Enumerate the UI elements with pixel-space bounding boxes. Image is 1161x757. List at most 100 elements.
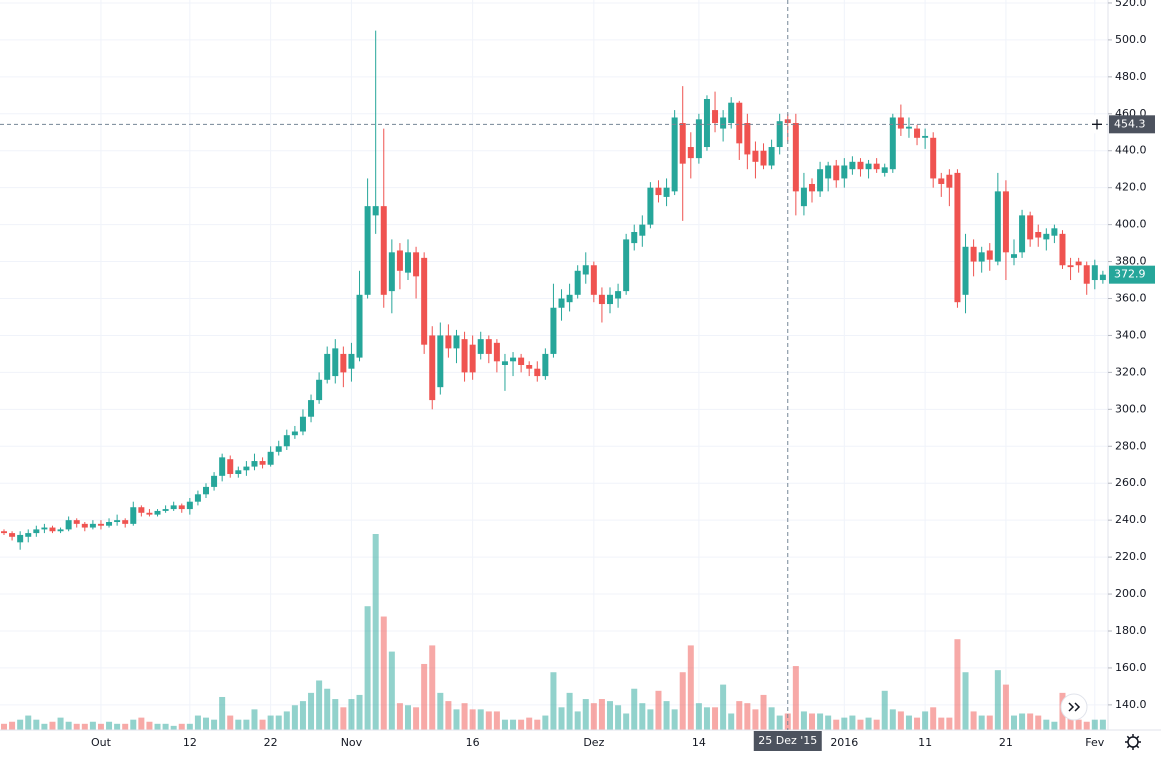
volume-bar [1,723,7,730]
candle-body [970,246,977,262]
candle-body [485,339,492,354]
candle-body [73,520,80,524]
candle-body [695,119,702,159]
candle-body [930,137,937,179]
volume-bar [299,701,306,730]
candle-body [663,187,670,197]
candle-body [954,172,961,303]
volume-bar [380,616,387,730]
candle-body [639,224,646,236]
y-tick-label: 420.0 [1115,181,1147,194]
candle-body [703,99,710,148]
settings-icon-teeth[interactable] [1125,734,1141,750]
volume-bar [1019,713,1026,730]
candle-body [760,150,767,166]
candle-body [590,265,597,295]
scroll-button[interactable] [1060,693,1088,721]
volume-bar [25,715,32,730]
candle-body [647,187,654,225]
candle-body [865,163,872,170]
candle-body [905,126,912,129]
candle-body [825,165,832,179]
x-tick-label: 12 [183,736,197,749]
volume-bar [235,719,242,730]
y-tick-label: 220.0 [1115,550,1147,563]
candle-body [631,232,638,244]
candle-body [873,163,880,170]
candle-body [380,206,387,295]
volume-bar [873,719,880,730]
candle-body [978,252,985,262]
volume-bar [477,709,484,730]
volume-bar [291,705,298,730]
candle-body [227,459,234,474]
candle-body [841,165,848,179]
volume-bar [9,721,16,730]
candle-body [809,183,815,192]
candle-body [211,475,218,487]
candle-body [776,121,783,148]
volume-bar [413,707,420,730]
volume-bar [736,701,743,730]
candle-body [194,494,201,502]
volume-bar [275,715,282,730]
y-tick-label: 320.0 [1115,365,1147,378]
volume-bar [283,711,290,730]
volume-bar [938,717,945,730]
candle-body [421,257,428,345]
volume-bar [752,709,759,730]
candle-body [267,451,274,465]
volume-bar [994,670,1001,730]
candle-body [461,339,468,373]
volume-bar [501,719,508,730]
crosshair-time-box [753,731,822,751]
candle-body [33,529,40,534]
volume-bar [914,717,921,730]
scroll-icon[interactable] [1068,702,1081,712]
volume-bar [534,719,541,730]
volume-bar [558,707,565,730]
volume-bar [978,715,985,730]
volume-bar [930,707,937,730]
settings-button[interactable] [1125,734,1141,750]
volume-bar [590,703,597,730]
candle-body [712,110,719,124]
volume-bar [663,701,670,730]
candle-body [364,206,371,295]
volume-bar [615,705,622,730]
candle-body [994,191,1001,262]
volume-bar [437,692,444,730]
volume-bar [510,719,517,730]
candle-body [340,353,347,373]
volume-bar [849,715,856,730]
y-tick-label: 300.0 [1115,402,1147,415]
candle-body [235,470,242,474]
volume-bar [114,723,121,730]
volume-bar [720,684,727,730]
candle-body [550,307,557,354]
volume-bar [897,711,904,730]
volume-bar [679,672,686,730]
volume-bar [695,703,702,730]
volume-bar [146,721,153,730]
volume-bar [469,709,476,730]
x-tick-label: 16 [466,736,480,749]
candle-body [493,342,500,362]
volume-bar [324,688,331,730]
candle-body [1091,265,1098,281]
candle-body [752,150,759,162]
volume-bar [227,715,234,730]
volume-bar [203,717,209,730]
candle-body [348,353,355,369]
y-tick-label: 400.0 [1115,218,1147,231]
candle-body [881,167,888,173]
volume-bar [372,534,379,730]
last-price-box [1109,265,1155,284]
volume-bar [526,717,533,730]
volume-bar [332,699,339,730]
candle-body [582,265,589,275]
x-tick-label: 14 [692,736,706,749]
y-tick-label: 340.0 [1115,328,1147,341]
volume-bar [574,711,581,730]
candle-body [1051,228,1058,236]
